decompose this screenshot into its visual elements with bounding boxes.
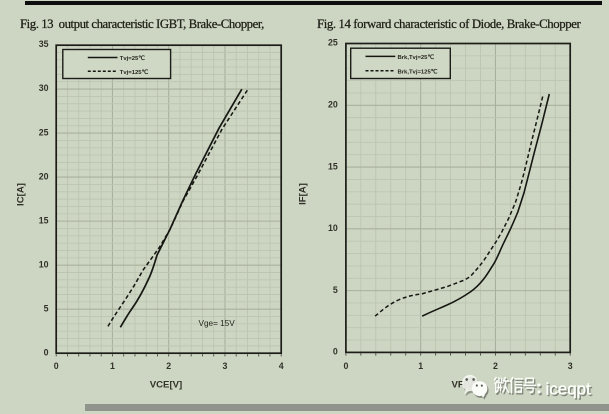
svg-text:1: 1 xyxy=(110,361,115,371)
svg-text:0: 0 xyxy=(44,347,49,357)
svg-text:0: 0 xyxy=(54,361,59,371)
svg-text:1: 1 xyxy=(418,361,423,371)
svg-text:3: 3 xyxy=(222,361,227,371)
svg-text:IC[A]: IC[A] xyxy=(16,183,27,206)
svg-text:15: 15 xyxy=(328,161,338,171)
svg-text:Vge= 15V: Vge= 15V xyxy=(199,319,236,328)
svg-text:25: 25 xyxy=(39,127,49,137)
svg-text:10: 10 xyxy=(328,223,338,233)
svg-text:Brk,Tvj=25℃: Brk,Tvj=25℃ xyxy=(398,54,435,61)
svg-text:35: 35 xyxy=(39,39,49,49)
svg-text:Tvj=25℃: Tvj=25℃ xyxy=(120,55,146,62)
svg-text:VCE[V]: VCE[V] xyxy=(150,380,183,391)
svg-text:20: 20 xyxy=(328,99,338,109)
svg-text:2: 2 xyxy=(166,361,171,371)
svg-text:15: 15 xyxy=(39,215,49,225)
svg-text:Brk,Tvj=125℃: Brk,Tvj=125℃ xyxy=(398,69,438,76)
svg-text:20: 20 xyxy=(39,171,49,181)
svg-text:3: 3 xyxy=(568,361,573,371)
svg-text:0: 0 xyxy=(343,361,348,371)
svg-text:5: 5 xyxy=(44,303,49,313)
svg-text:25: 25 xyxy=(328,38,338,48)
svg-text:5: 5 xyxy=(333,285,338,295)
svg-text:30: 30 xyxy=(39,83,49,93)
svg-text:2: 2 xyxy=(493,361,498,371)
svg-text:0: 0 xyxy=(333,347,338,357)
svg-text:10: 10 xyxy=(39,259,49,269)
svg-text:4: 4 xyxy=(279,361,284,371)
svg-text:IF[A]: IF[A] xyxy=(298,183,309,205)
svg-text:Tvj=125℃: Tvj=125℃ xyxy=(120,69,149,76)
